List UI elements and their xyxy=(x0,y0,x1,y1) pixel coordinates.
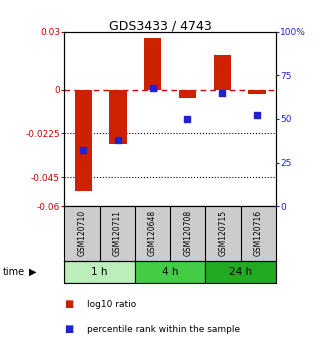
Text: 4 h: 4 h xyxy=(162,267,178,277)
Text: GSM120708: GSM120708 xyxy=(183,210,192,257)
Point xyxy=(116,137,121,143)
Text: log10 ratio: log10 ratio xyxy=(87,300,136,309)
Text: 1 h: 1 h xyxy=(91,267,108,277)
Text: ■: ■ xyxy=(64,324,74,334)
Text: percentile rank within the sample: percentile rank within the sample xyxy=(87,325,240,334)
Bar xyxy=(205,261,276,283)
Text: GSM120716: GSM120716 xyxy=(254,210,263,257)
Text: GSM120711: GSM120711 xyxy=(113,210,122,256)
Text: time: time xyxy=(3,267,25,277)
Text: GDS3433 / 4743: GDS3433 / 4743 xyxy=(109,19,212,33)
Point xyxy=(150,85,155,90)
Text: ▶: ▶ xyxy=(29,267,36,277)
Bar xyxy=(213,55,231,90)
Bar xyxy=(248,90,266,94)
Text: GSM120648: GSM120648 xyxy=(148,210,157,257)
Point xyxy=(185,116,190,122)
Text: GSM120710: GSM120710 xyxy=(77,210,86,257)
Bar xyxy=(135,261,205,283)
Text: 24 h: 24 h xyxy=(229,267,252,277)
Bar xyxy=(109,90,127,144)
Text: ■: ■ xyxy=(64,299,74,309)
Point xyxy=(220,90,225,96)
Bar xyxy=(64,261,135,283)
Bar xyxy=(179,90,196,98)
Text: GSM120715: GSM120715 xyxy=(219,210,228,257)
Bar xyxy=(144,38,161,90)
Bar xyxy=(74,90,92,190)
Point xyxy=(81,148,86,153)
Point xyxy=(254,113,259,118)
